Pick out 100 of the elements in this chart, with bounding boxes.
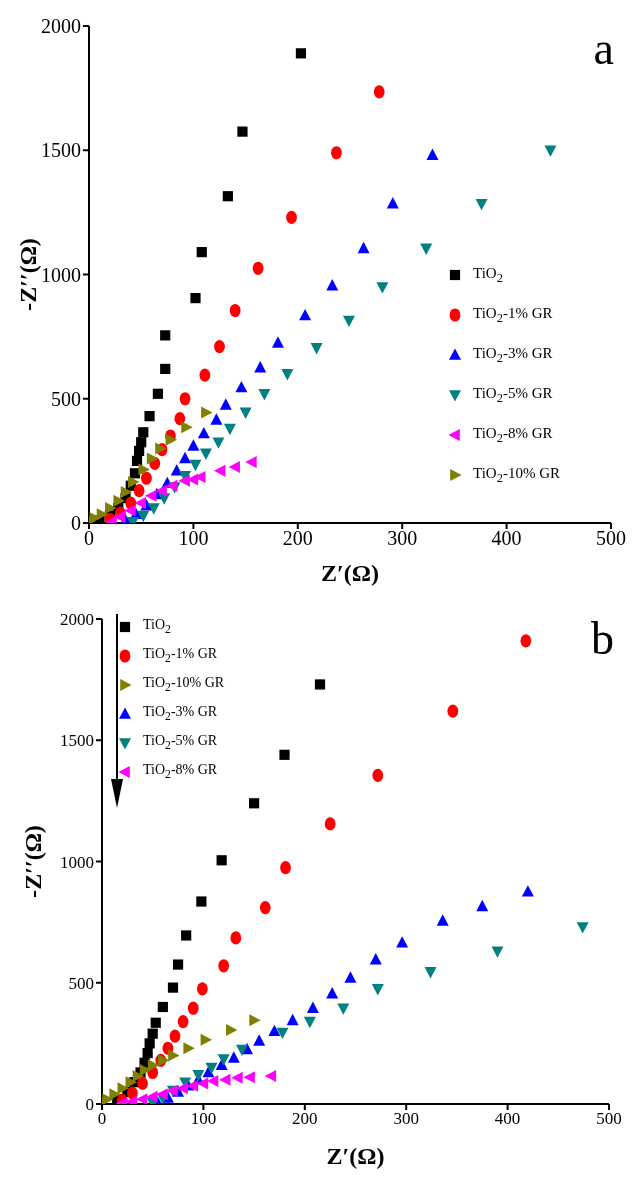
point	[199, 368, 211, 382]
point	[155, 484, 167, 497]
point	[299, 308, 312, 321]
point	[197, 426, 210, 439]
point	[137, 510, 150, 523]
y-tick-label: 0	[71, 512, 81, 535]
point	[295, 48, 307, 59]
point	[235, 1044, 248, 1057]
y-tick-label: 2000	[41, 15, 81, 38]
point	[521, 885, 534, 897]
point	[196, 247, 207, 258]
y-axis-title: -Z′′(Ω)	[14, 238, 41, 311]
point	[146, 452, 159, 465]
point	[179, 451, 192, 464]
point	[396, 936, 409, 948]
x-tick-label: 200	[282, 527, 313, 550]
point	[214, 339, 225, 354]
legend-label: TiO$_{2}$-8% GR	[143, 762, 218, 781]
point	[371, 984, 384, 996]
point	[196, 896, 207, 907]
point	[105, 502, 117, 515]
point	[268, 1024, 281, 1037]
point	[147, 503, 160, 515]
point	[376, 282, 389, 294]
point	[303, 1016, 316, 1029]
point	[306, 1001, 319, 1014]
y-tick-label: 500	[51, 387, 81, 410]
point	[369, 953, 382, 965]
y-tick-label: 1000	[60, 852, 94, 872]
point	[253, 1034, 266, 1046]
point	[219, 398, 232, 410]
point	[133, 484, 145, 498]
point	[420, 243, 433, 256]
point	[254, 361, 267, 373]
point	[167, 982, 179, 993]
point	[491, 946, 504, 958]
point	[230, 931, 242, 945]
point	[138, 463, 150, 476]
point	[127, 1086, 138, 1100]
point	[235, 380, 248, 393]
point	[544, 145, 557, 157]
point	[219, 1073, 231, 1086]
point	[264, 1070, 277, 1083]
point	[229, 303, 241, 318]
y-axis-title: -Z′′(Ω)	[19, 825, 46, 898]
legend-label: TiO$_{2}$-3% GR	[473, 344, 553, 366]
point	[125, 1076, 137, 1089]
point	[237, 126, 248, 137]
x-tick-label: 200	[292, 1109, 318, 1129]
y-tick-label: 1500	[60, 731, 94, 751]
x-axis-title: Z′(Ω)	[321, 560, 379, 586]
point	[181, 421, 193, 434]
point	[124, 504, 136, 517]
point	[342, 315, 355, 328]
point	[225, 1024, 238, 1037]
point	[179, 392, 191, 406]
point	[426, 148, 439, 161]
x-tick-label: 0	[97, 1109, 107, 1129]
point	[177, 1014, 189, 1029]
legend-label: TiO$_{2}$-1% GR	[143, 646, 218, 665]
point	[337, 1003, 350, 1015]
y-tick-label: 500	[68, 973, 94, 993]
point	[286, 1013, 299, 1026]
legend-label: TiO$_{2}$-5% GR	[473, 384, 553, 406]
y-tick-label: 1500	[41, 139, 81, 162]
point	[520, 634, 532, 648]
point	[357, 241, 370, 254]
point	[228, 461, 240, 474]
point	[218, 959, 230, 973]
point	[331, 146, 342, 160]
point	[476, 899, 489, 912]
point	[326, 987, 339, 999]
point	[286, 210, 297, 224]
x-tick-label: 400	[491, 527, 522, 550]
point	[138, 427, 149, 438]
point	[113, 510, 126, 523]
point	[183, 1042, 195, 1055]
point	[141, 471, 152, 485]
point	[178, 474, 190, 487]
point	[176, 1082, 188, 1095]
point	[131, 455, 143, 466]
point	[280, 860, 291, 875]
point	[216, 855, 227, 866]
point	[372, 768, 384, 783]
point	[227, 1051, 240, 1063]
point	[344, 971, 357, 983]
point	[249, 798, 260, 809]
point	[152, 388, 163, 399]
x-tick-label: 400	[494, 1109, 521, 1129]
point	[271, 336, 284, 348]
y-tick-label: 2000	[60, 610, 94, 630]
point	[373, 85, 385, 99]
annotation: a	[593, 22, 614, 75]
point	[231, 1071, 243, 1084]
legend-label: TiO$_{2}$-10% GR	[473, 464, 560, 486]
legend-label: TiO$_{2}$-3% GR	[143, 704, 218, 723]
point	[576, 922, 589, 934]
point	[117, 1082, 129, 1095]
point	[186, 1079, 199, 1092]
legend-label: TiO$_{2}$-1% GR	[473, 304, 553, 326]
